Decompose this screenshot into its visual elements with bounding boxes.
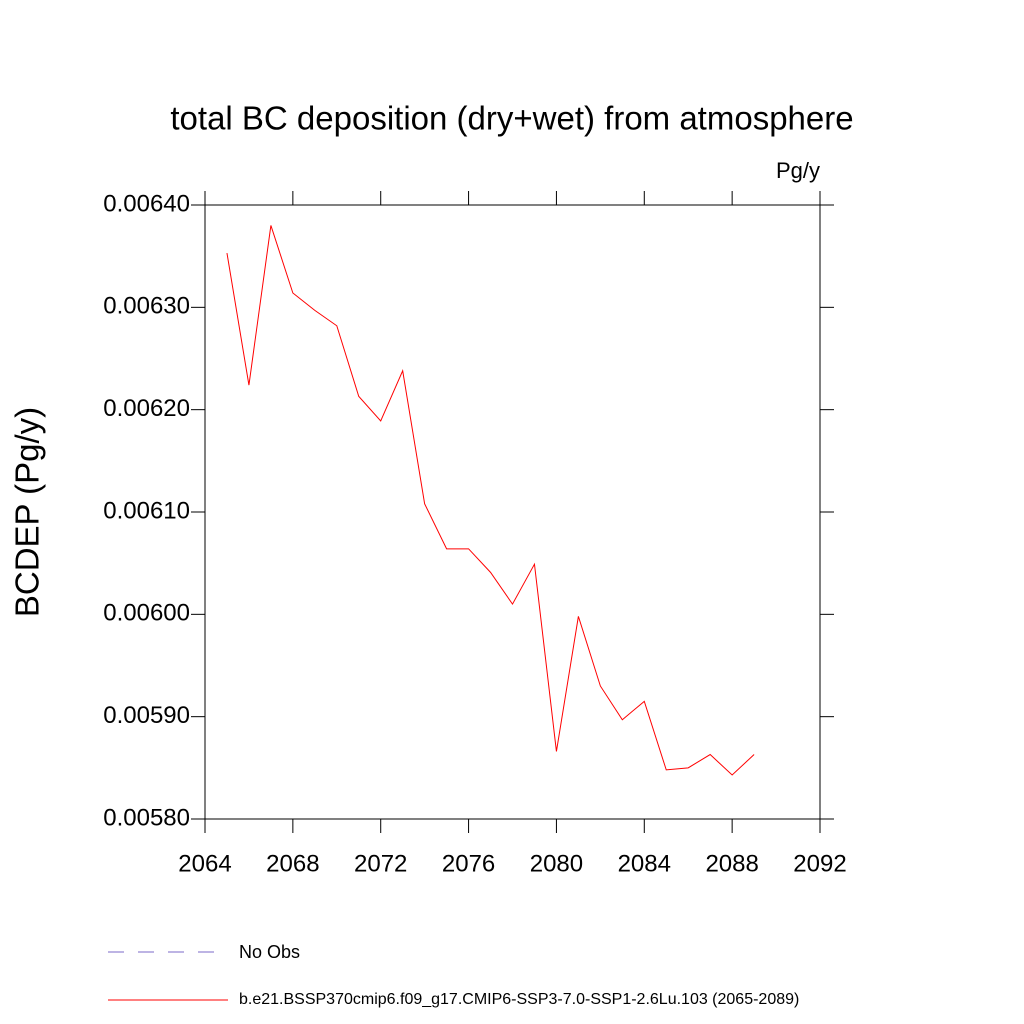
chart-title: total BC deposition (dry+wet) from atmos… [170, 100, 853, 137]
x-tick-label: 2088 [705, 850, 758, 877]
x-tick-label: 2064 [178, 850, 231, 877]
series-line [226, 225, 755, 776]
y-tick-label: 0.00630 [103, 293, 190, 320]
x-tick-label: 2072 [354, 850, 407, 877]
y-tick-label: 0.00620 [103, 395, 190, 422]
x-tick-label: 2084 [618, 850, 671, 877]
x-tick-label: 2092 [793, 850, 846, 877]
y-tick-label: 0.00610 [103, 497, 190, 524]
y-tick-label: 0.00590 [103, 702, 190, 729]
x-tick-label: 2068 [266, 850, 319, 877]
legend-label: b.e21.BSSP370cmip6.f09_g17.CMIP6-SSP3-7.… [239, 991, 799, 1008]
legend-label: No Obs [239, 942, 300, 962]
x-tick-label: 2076 [442, 850, 495, 877]
units-label: Pg/y [776, 158, 820, 183]
y-tick-label: 0.00640 [103, 190, 190, 217]
x-tick-label: 2080 [530, 850, 583, 877]
y-tick-label: 0.00600 [103, 600, 190, 627]
y-axis-label: BCDEP (Pg/y) [9, 407, 46, 617]
y-tick-label: 0.00580 [103, 804, 190, 831]
